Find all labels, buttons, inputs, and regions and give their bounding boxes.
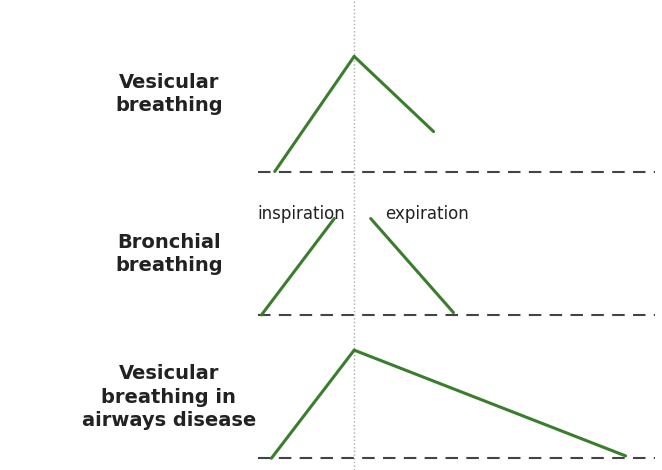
Text: inspiration: inspiration <box>258 205 345 223</box>
Text: Vesicular
breathing in
airways disease: Vesicular breathing in airways disease <box>81 364 256 430</box>
Text: Bronchial
breathing: Bronchial breathing <box>115 233 222 275</box>
Text: expiration: expiration <box>385 205 469 223</box>
Text: Vesicular
breathing: Vesicular breathing <box>115 73 222 115</box>
